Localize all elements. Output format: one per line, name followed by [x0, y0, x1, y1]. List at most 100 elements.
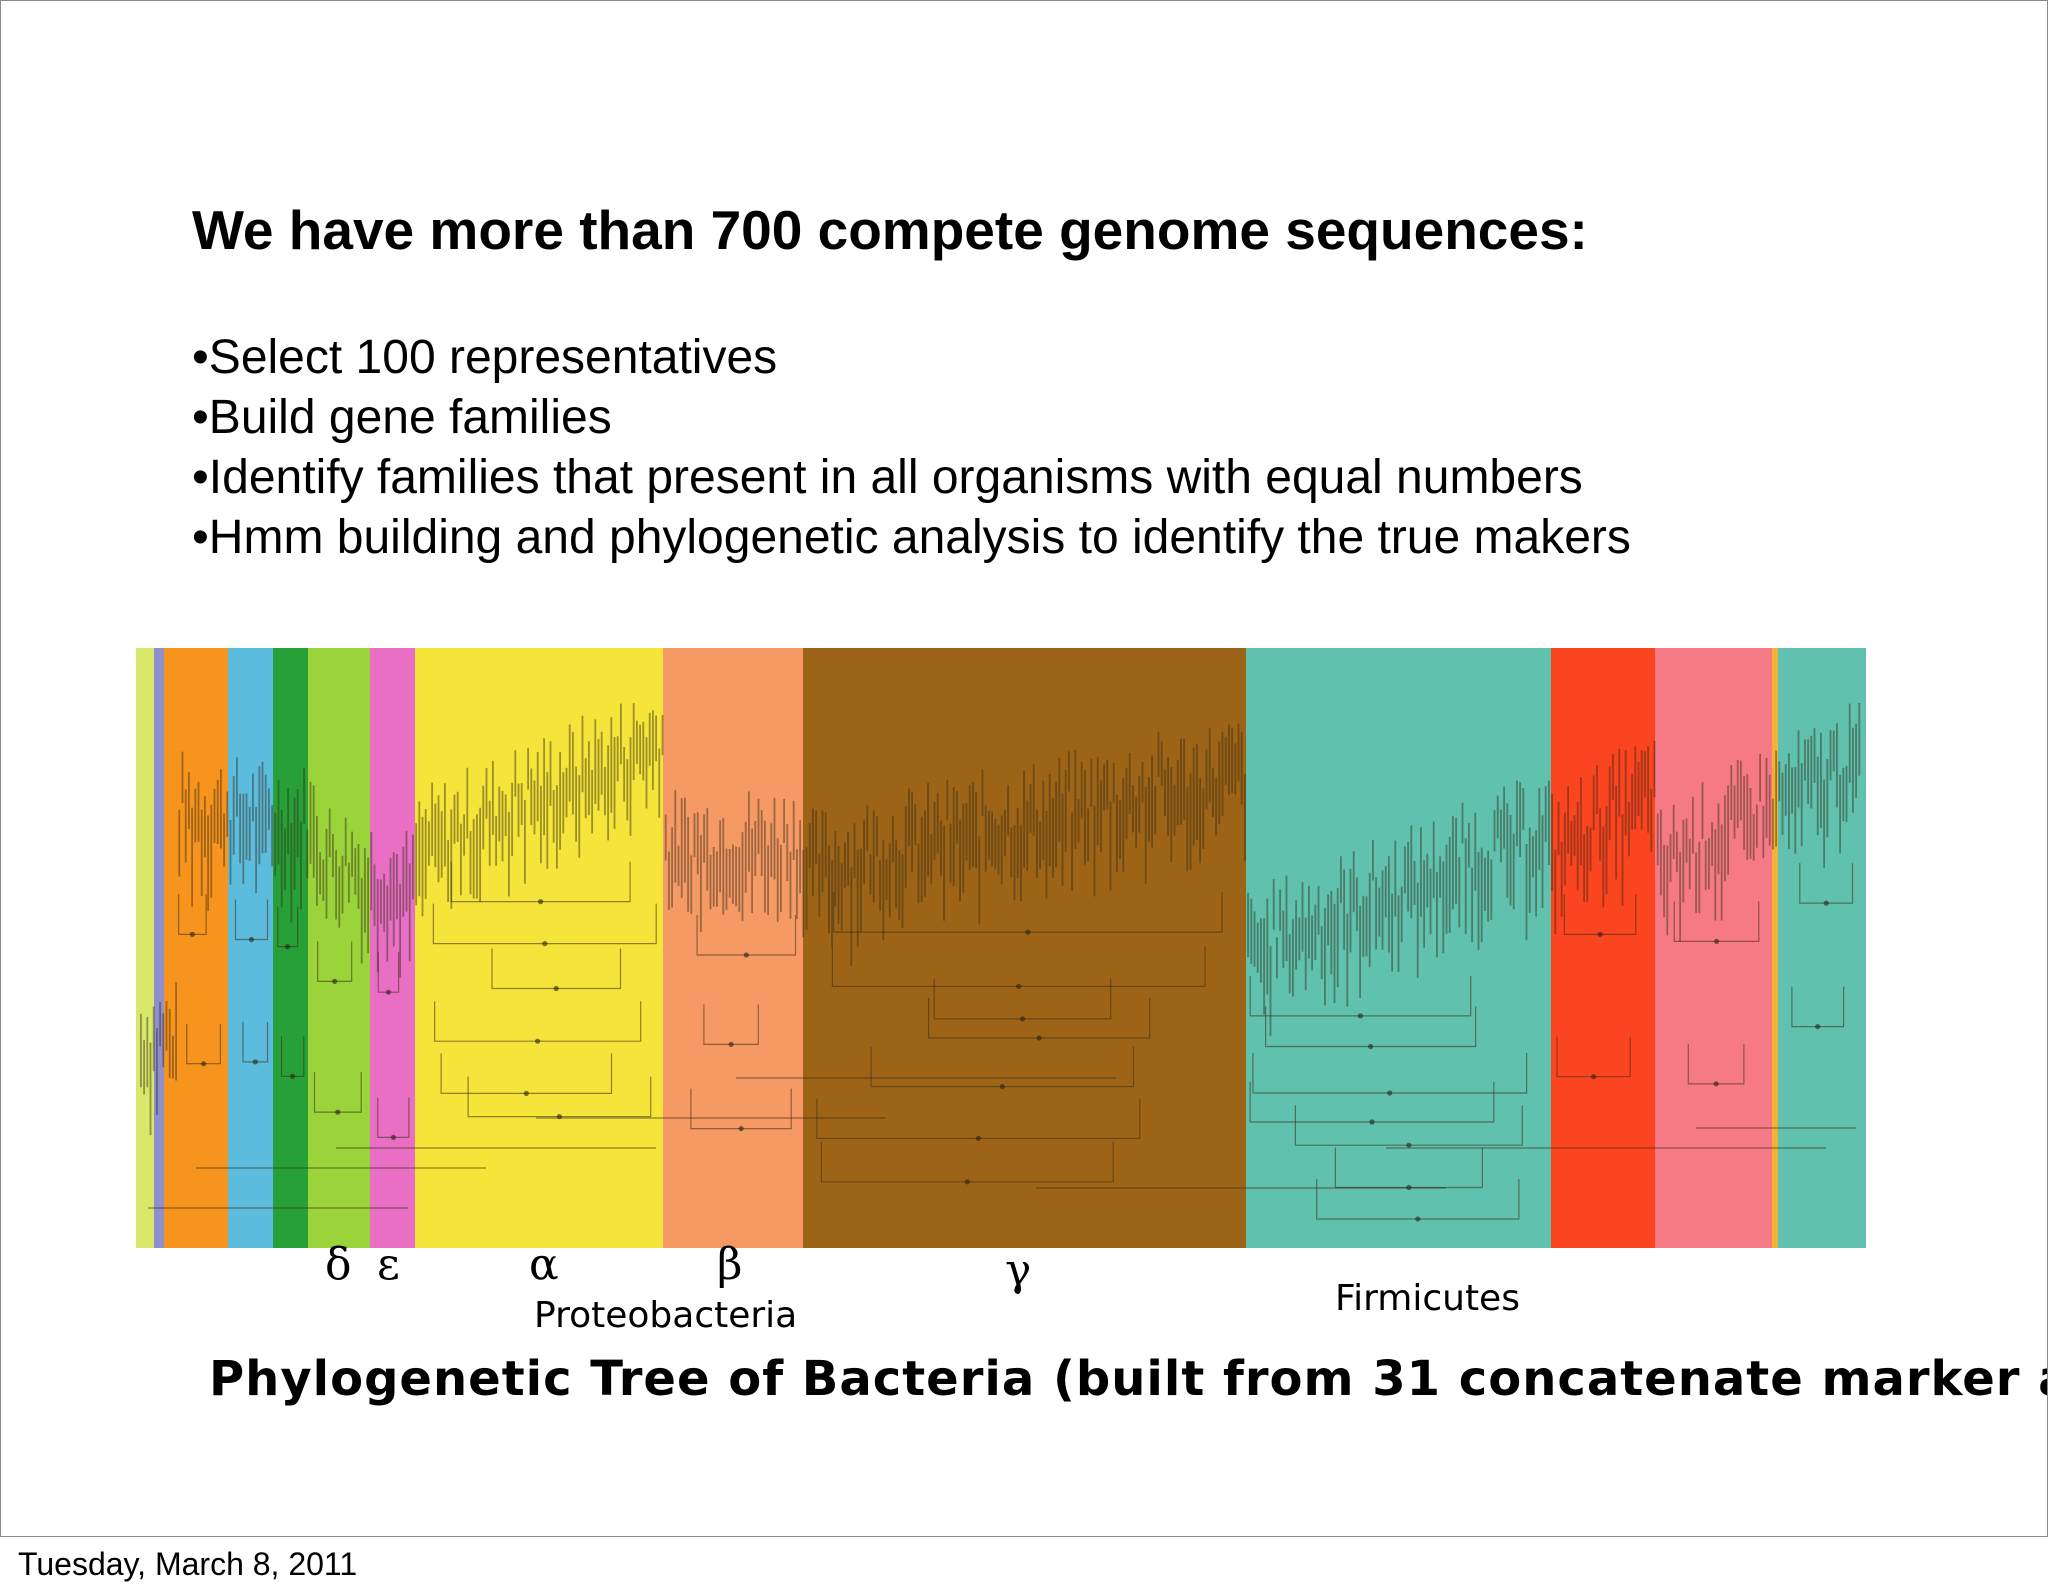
tree-leaf — [1183, 738, 1185, 821]
tree-leaf — [821, 810, 824, 892]
tree-leaf — [380, 879, 382, 924]
tree-leaf — [421, 816, 424, 917]
tree-leaf — [936, 792, 939, 854]
clade-band — [1551, 648, 1655, 1248]
tree-leaf — [1592, 775, 1595, 831]
tree-leaf — [722, 818, 725, 915]
tree-leaf — [956, 791, 958, 844]
clade-band — [1772, 648, 1778, 1248]
tree-leaf — [655, 715, 657, 762]
tree-leaf — [1532, 836, 1534, 878]
tree-leaf — [261, 761, 264, 854]
clade-band — [273, 648, 308, 1248]
tree-leaf — [1404, 846, 1406, 894]
tree-node — [1016, 983, 1022, 989]
bullet-item: •Build gene families — [192, 391, 612, 444]
tree-node — [535, 1038, 541, 1044]
tree-leaf — [994, 818, 997, 869]
tree-leaf — [229, 820, 232, 885]
tree-leaf — [623, 747, 625, 802]
tree-leaf — [287, 788, 289, 855]
tree-leaf — [1644, 751, 1646, 798]
tree-leaf — [578, 775, 581, 858]
tree-leaf — [322, 859, 325, 901]
tree-leaf — [1240, 732, 1243, 805]
tree-leaf — [530, 768, 533, 826]
tree-node — [538, 899, 544, 905]
tree-leaf — [1797, 730, 1800, 808]
tree-leaf — [1605, 806, 1608, 895]
tree-node — [1406, 1142, 1412, 1148]
tree-node — [248, 936, 255, 943]
tree-leaf — [1199, 777, 1201, 864]
tree-leaf — [680, 798, 683, 898]
tree-node — [553, 985, 559, 992]
tree-leaf — [1260, 918, 1262, 983]
tree-leaf — [1368, 872, 1371, 968]
tree-leaf — [748, 791, 750, 872]
tree-leaf — [1416, 882, 1419, 978]
tree-leaf — [834, 831, 837, 907]
tree-leaf — [1740, 760, 1742, 821]
tree-leaf — [332, 834, 334, 878]
tree-leaf — [1730, 765, 1733, 820]
tree-leaf — [757, 798, 760, 854]
tree-leaf — [626, 759, 629, 821]
tree-leaf — [1196, 744, 1198, 840]
tree-leaf — [383, 873, 385, 932]
tree-leaf — [213, 788, 216, 843]
tree-leaf — [284, 828, 286, 890]
tree-leaf — [1756, 804, 1758, 848]
tree-leaf — [831, 859, 833, 948]
tree-leaf — [424, 809, 427, 899]
tree-leaf — [1426, 853, 1429, 908]
tree-leaf — [1410, 825, 1413, 919]
tree-leaf — [946, 780, 949, 821]
tree-node — [975, 1135, 981, 1141]
tree-leaf — [533, 780, 536, 835]
tree-leaf — [1045, 811, 1048, 899]
tree-leaf — [1135, 796, 1137, 848]
tree-leaf — [1304, 917, 1307, 991]
tree-leaf — [1285, 875, 1288, 961]
tree-leaf — [1829, 730, 1832, 781]
tree-leaf — [1429, 868, 1432, 935]
tree-leaf — [437, 795, 440, 883]
tree-leaf — [482, 785, 485, 850]
tree-leaf — [741, 832, 744, 922]
tree-leaf — [1759, 753, 1761, 802]
tree-leaf — [1637, 762, 1640, 817]
tree-node — [252, 1059, 258, 1065]
tree-leaf — [1448, 836, 1451, 933]
tree-leaf — [1128, 752, 1131, 814]
tree-leaf — [850, 867, 853, 966]
tree-leaf — [1452, 816, 1454, 910]
tree-node — [1357, 1013, 1363, 1019]
tree-node — [290, 1073, 296, 1079]
tree-leaf — [1250, 898, 1253, 964]
tree-leaf — [1650, 788, 1653, 852]
tree-leaf — [1618, 748, 1621, 817]
tree-leaf — [607, 745, 609, 841]
tree-leaf — [767, 845, 769, 916]
tree-leaf — [1023, 770, 1025, 868]
tree-leaf — [642, 721, 645, 781]
tree-leaf — [1148, 777, 1150, 842]
tree-leaf — [1279, 889, 1281, 931]
tree-node — [1368, 1043, 1374, 1050]
tree-node — [1369, 1119, 1375, 1125]
tree-leaf — [223, 813, 225, 867]
footer-date: Tuesday, March 8, 2011 — [18, 1546, 358, 1582]
tree-leaf — [303, 768, 305, 824]
tree-leaf — [1413, 860, 1416, 905]
tree-leaf — [1749, 788, 1752, 859]
tree-leaf — [1583, 833, 1585, 902]
tree-leaf — [312, 785, 315, 878]
tree-leaf — [520, 783, 523, 825]
tree-leaf — [1423, 860, 1425, 948]
tree-leaf — [248, 806, 251, 861]
bullet-list: •Select 100 representatives •Build gene … — [192, 328, 1631, 568]
tree-leaf — [181, 751, 184, 803]
tree-leaf — [908, 788, 910, 847]
tree-leaf — [434, 803, 437, 868]
